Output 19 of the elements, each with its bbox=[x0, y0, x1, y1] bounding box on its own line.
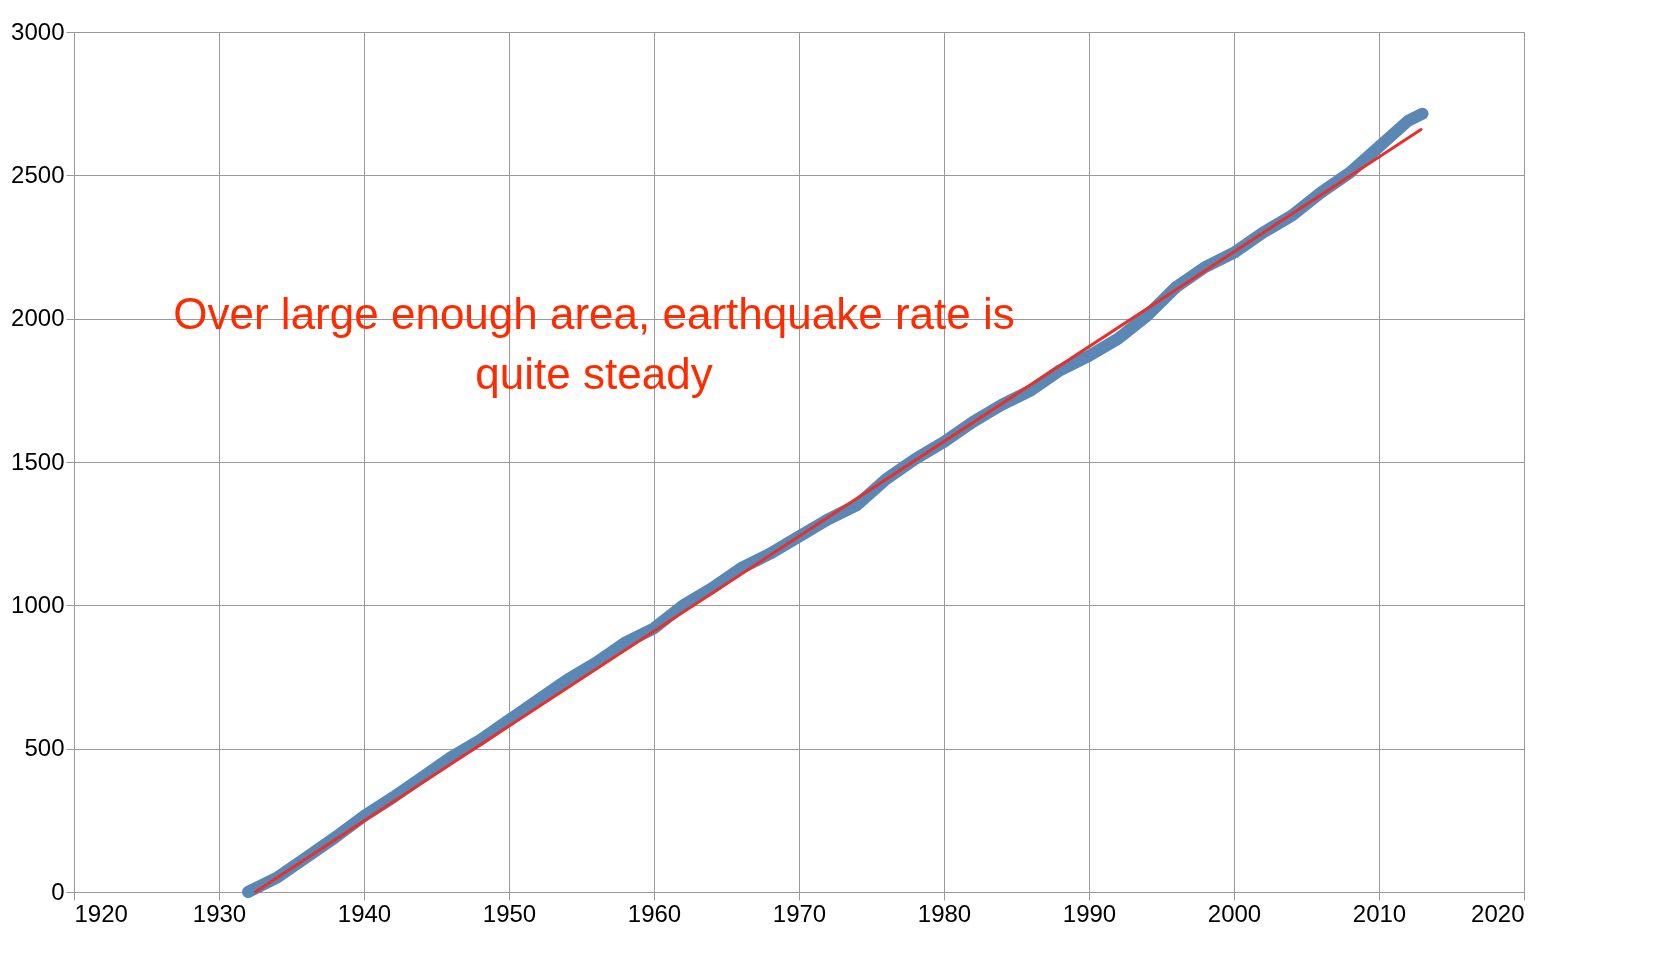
y-tick-label: 1000 bbox=[11, 590, 65, 618]
y-tick-label: 1500 bbox=[11, 447, 65, 475]
x-tick-label: 1990 bbox=[1062, 899, 1117, 927]
y-tick-label: 0 bbox=[51, 877, 65, 905]
x-tick-label: 2020 bbox=[1471, 899, 1525, 927]
x-tick-label: 2000 bbox=[1207, 899, 1262, 927]
x-tick-label: 1950 bbox=[482, 899, 537, 927]
annotation: Over large enough area, earthquake rate is quite steady bbox=[173, 289, 1015, 398]
x-tick-label: 2010 bbox=[1352, 899, 1407, 927]
x-tick-label: 1940 bbox=[337, 899, 392, 927]
x-tick-label: 1930 bbox=[192, 899, 247, 927]
y-tick-label: 2500 bbox=[11, 160, 65, 188]
x-tick-label: 1970 bbox=[772, 899, 827, 927]
y-tick-label: 500 bbox=[24, 734, 65, 762]
y-tick-label: 2000 bbox=[11, 304, 65, 332]
x-tick-label: 1980 bbox=[917, 899, 972, 927]
y-tick-label: 3000 bbox=[11, 17, 65, 45]
x-tick-label: 1960 bbox=[627, 899, 682, 927]
x-tick-label: 1920 bbox=[74, 899, 128, 927]
